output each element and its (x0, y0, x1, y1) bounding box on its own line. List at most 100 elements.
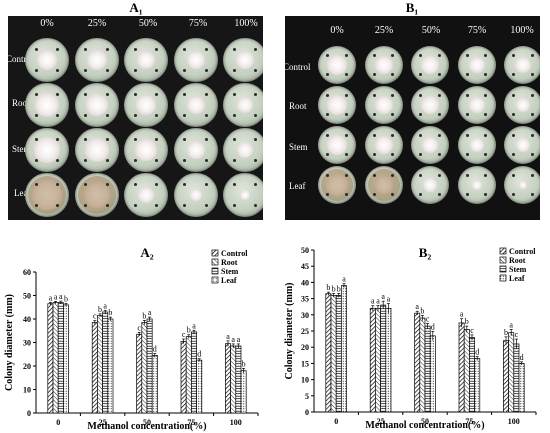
well-hole (344, 134, 348, 138)
y-tick-label: 20 (301, 343, 309, 352)
bar-control (180, 340, 187, 414)
photo-a-row-label-control: Control (8, 54, 34, 64)
well-hole (254, 69, 258, 73)
legend-swatch-control (211, 249, 219, 257)
fungal-colony (237, 97, 253, 113)
fungal-colony (515, 57, 531, 73)
well-hole (326, 94, 330, 98)
well-hole (326, 112, 330, 116)
well-hole (56, 182, 60, 186)
photo-a-column-label-0: 0% (40, 18, 54, 29)
bar-root (141, 322, 148, 414)
well-hole (84, 92, 88, 96)
well-hole (84, 114, 88, 118)
fungal-colony (327, 95, 347, 115)
significance-letter: b (108, 308, 112, 317)
well-hole (204, 204, 208, 208)
legend-swatch-stem (499, 265, 507, 273)
well-hole (419, 94, 423, 98)
fungal-colony (84, 138, 109, 162)
significance-letter: a (376, 296, 380, 305)
fungal-colony (422, 137, 438, 153)
fungal-colony (83, 182, 110, 208)
x-tick-label: 0 (334, 417, 338, 426)
well-hole (465, 134, 469, 138)
bar-leaf (151, 355, 158, 414)
well-hole (34, 137, 38, 141)
well-hole (344, 174, 348, 178)
well-hole (372, 174, 376, 178)
well-hole (372, 134, 376, 138)
bar-leaf (196, 359, 203, 414)
bar-stem (424, 325, 431, 413)
well-hole (254, 159, 258, 163)
well-hole (326, 72, 330, 76)
well-hole (155, 204, 159, 208)
well-hole (254, 92, 258, 96)
well-hole (133, 182, 137, 186)
well-hole (484, 192, 488, 196)
well-hole (254, 137, 258, 141)
significance-letter: b (326, 283, 330, 292)
colony-diameter-chart-b2: B₂ 0 5 10 15 20 25 30 35 40 45 50 Colony diameter (m… (284, 245, 537, 431)
panel-title-a1: A₁ (129, 0, 143, 15)
bar-root (508, 332, 515, 413)
y-tick-label: 35 (301, 295, 309, 304)
significance-letter: d (197, 350, 201, 359)
well-hole (56, 137, 60, 141)
legend-label-control: Control (221, 249, 248, 258)
photo-a-column-label-1: 25% (87, 18, 107, 29)
bar-leaf (474, 358, 481, 413)
well-hole (105, 204, 109, 208)
well-hole (512, 94, 516, 98)
well-hole (133, 69, 137, 73)
significance-letter: a (509, 320, 513, 329)
well-hole (183, 69, 187, 73)
significance-letter: b (332, 284, 336, 293)
x-tick-label: 50 (421, 417, 429, 426)
well-hole (484, 54, 488, 58)
well-hole (254, 204, 258, 208)
significance-letter: d (153, 345, 157, 354)
well-hole (530, 54, 534, 58)
bar-stem (235, 345, 242, 414)
photo-a-row-label-stem: Stem (12, 144, 31, 154)
well-hole (419, 54, 423, 58)
well-hole (391, 174, 395, 178)
legend-label-root: Root (509, 256, 526, 265)
chart-title: B₂ (419, 245, 432, 260)
y-tick-label: 5 (305, 392, 309, 401)
fungal-colony (374, 56, 393, 74)
significance-letter: a (387, 294, 391, 303)
y-tick-label: 0 (27, 409, 31, 418)
well-hole (372, 94, 376, 98)
well-hole (105, 159, 109, 163)
bar-stem (513, 343, 520, 413)
fungal-colony (468, 97, 485, 113)
significance-letter: b (64, 294, 68, 303)
bar-stem (380, 304, 387, 413)
well-hole (34, 114, 38, 118)
significance-letter: a (460, 310, 464, 319)
bar-leaf (385, 307, 392, 413)
bar-control (369, 307, 376, 413)
well-hole (372, 152, 376, 156)
fungal-colony (326, 174, 348, 196)
well-hole (183, 92, 187, 96)
extract-stain (77, 176, 116, 214)
well-hole (232, 69, 236, 73)
bar-root (185, 336, 192, 414)
well-hole (105, 69, 109, 73)
well-hole (465, 152, 469, 156)
well-hole (326, 134, 330, 138)
bar-leaf (429, 335, 436, 413)
legend-swatch-control (499, 247, 507, 255)
fungal-colony (189, 189, 202, 201)
bar-stem (191, 331, 197, 414)
well-hole (56, 204, 60, 208)
well-hole (204, 114, 208, 118)
bar-control (458, 322, 465, 413)
x-tick-label: 100 (230, 418, 242, 427)
bar-stem (335, 295, 342, 413)
significance-letter: a (192, 321, 196, 330)
